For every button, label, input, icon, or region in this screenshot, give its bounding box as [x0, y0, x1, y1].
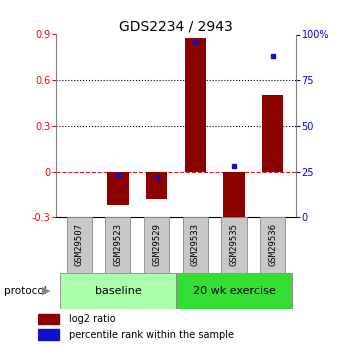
- Text: GSM29507: GSM29507: [75, 224, 84, 266]
- Bar: [222, 217, 247, 273]
- Text: GSM29529: GSM29529: [152, 224, 161, 266]
- Text: GSM29536: GSM29536: [268, 224, 277, 266]
- Bar: [144, 217, 169, 273]
- Text: GSM29535: GSM29535: [230, 224, 239, 266]
- Bar: [262, 96, 283, 171]
- Text: baseline: baseline: [95, 286, 141, 296]
- Bar: [183, 217, 208, 273]
- Bar: [223, 171, 245, 222]
- Bar: [260, 217, 286, 273]
- Text: GSM29533: GSM29533: [191, 224, 200, 266]
- Text: GSM29523: GSM29523: [113, 224, 122, 266]
- Text: log2 ratio: log2 ratio: [69, 314, 115, 324]
- Bar: [107, 171, 129, 205]
- Title: GDS2234 / 2943: GDS2234 / 2943: [119, 19, 233, 33]
- Bar: [176, 273, 292, 309]
- Bar: [38, 314, 59, 324]
- Bar: [38, 329, 59, 340]
- Bar: [185, 38, 206, 171]
- Bar: [60, 273, 176, 309]
- Bar: [105, 217, 130, 273]
- Text: percentile rank within the sample: percentile rank within the sample: [69, 330, 234, 340]
- Text: protocol: protocol: [4, 286, 46, 296]
- Text: 20 wk exercise: 20 wk exercise: [193, 286, 275, 296]
- Bar: [66, 217, 92, 273]
- Bar: [146, 171, 167, 199]
- Text: ▶: ▶: [42, 286, 51, 296]
